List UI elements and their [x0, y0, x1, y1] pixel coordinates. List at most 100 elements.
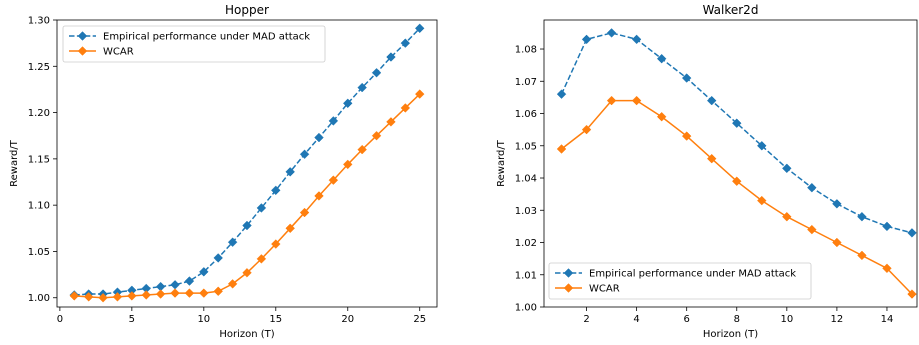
data-point [857, 250, 867, 261]
legend-label: Empirical performance under MAD attack [103, 32, 310, 43]
axes-frame [56, 19, 438, 308]
data-point [807, 182, 817, 193]
data-point [556, 144, 567, 154]
x-tick-label: 10 [197, 314, 210, 325]
chart-title: Walker2d [703, 3, 759, 17]
data-point [757, 195, 767, 206]
data-point [256, 203, 267, 213]
legend-label: WCAR [589, 284, 620, 295]
data-point [285, 223, 295, 234]
data-point [343, 159, 353, 170]
x-tick-label: 0 [57, 314, 63, 325]
data-point [127, 291, 137, 301]
data-point [782, 163, 792, 174]
series-line-1 [74, 27, 421, 296]
axes-frame [543, 19, 918, 308]
x-tick-label: 4 [633, 314, 639, 325]
y-tick-label: 1.06 [515, 109, 537, 120]
x-tick-label: 15 [269, 314, 282, 325]
data-point [141, 290, 151, 300]
data-point [299, 149, 310, 159]
data-point [271, 239, 281, 249]
data-point [199, 288, 209, 298]
data-point [656, 53, 667, 64]
legend-marker [563, 283, 574, 293]
y-tick-label: 1.20 [28, 108, 50, 119]
y-tick-label: 1.05 [28, 247, 50, 258]
y-tick-label: 1.07 [515, 77, 537, 88]
legend-box [548, 262, 812, 300]
x-tick-label: 20 [341, 314, 354, 325]
y-tick-label: 1.00 [28, 293, 50, 304]
data-point [386, 52, 396, 62]
x-axis-label: Horizon (T) [219, 329, 274, 340]
legend-marker [77, 31, 88, 41]
data-point [832, 237, 842, 248]
data-point [83, 292, 94, 302]
data-point [299, 207, 310, 218]
data-point [98, 292, 108, 303]
data-point [285, 167, 295, 177]
data-point [314, 132, 324, 143]
data-point [199, 267, 209, 277]
data-point [357, 82, 367, 93]
data-point [581, 124, 592, 135]
data-point [227, 279, 238, 289]
legend-box [62, 25, 326, 63]
data-point [882, 221, 892, 232]
x-tick-label: 14 [881, 314, 894, 325]
data-point [907, 228, 917, 238]
data-point [882, 263, 892, 274]
data-point [400, 103, 411, 113]
y-tick-label: 1.08 [515, 45, 537, 56]
data-point [606, 95, 617, 106]
y-tick-label: 1.05 [515, 141, 537, 152]
data-point [857, 211, 867, 222]
data-point [386, 117, 396, 127]
series-line-2 [74, 93, 421, 299]
chart-title: Hopper [225, 3, 269, 17]
chart-1: Hopper 0 5 10 15 20 25 1.00 1.05 1.10 1.15 1.20 1.25… [9, 3, 438, 340]
legend-label: WCAR [103, 47, 134, 58]
y-tick-label: 1.00 [515, 303, 537, 314]
legend-label: Empirical performance under MAD attack [589, 269, 796, 280]
y-tick-label: 1.10 [28, 201, 50, 212]
data-point [656, 111, 667, 122]
data-point [414, 23, 425, 34]
data-point [184, 288, 195, 298]
data-point [271, 185, 281, 196]
data-point [606, 28, 617, 38]
data-point [732, 176, 742, 186]
data-point [242, 267, 252, 278]
data-point [414, 89, 425, 99]
data-point [371, 130, 382, 141]
data-point [213, 286, 223, 297]
y-tick-label: 1.30 [28, 16, 50, 27]
data-point [832, 199, 842, 209]
x-tick-label: 8 [734, 314, 740, 325]
data-point [69, 291, 80, 301]
data-point [170, 288, 180, 298]
legend-marker [563, 268, 574, 278]
data-point [242, 220, 252, 231]
legend: Empirical performance under MAD attack WC… [62, 25, 326, 63]
data-point [328, 116, 339, 126]
data-point [706, 153, 717, 164]
x-tick-label: 5 [129, 314, 135, 325]
x-axis-label: Horizon (T) [703, 329, 758, 340]
data-point [681, 131, 692, 141]
x-tick-label: 6 [684, 314, 690, 325]
data-point [314, 191, 324, 201]
data-point [907, 289, 917, 299]
data-point [681, 73, 692, 83]
data-point [256, 254, 267, 264]
data-point [170, 280, 180, 290]
y-axis-label: Reward/T [496, 139, 507, 187]
x-tick-label: 10 [780, 314, 793, 325]
data-point [227, 237, 238, 247]
data-point [400, 38, 411, 48]
y-tick-label: 1.02 [515, 238, 537, 249]
series-line-1 [560, 32, 913, 234]
data-point [184, 276, 195, 286]
